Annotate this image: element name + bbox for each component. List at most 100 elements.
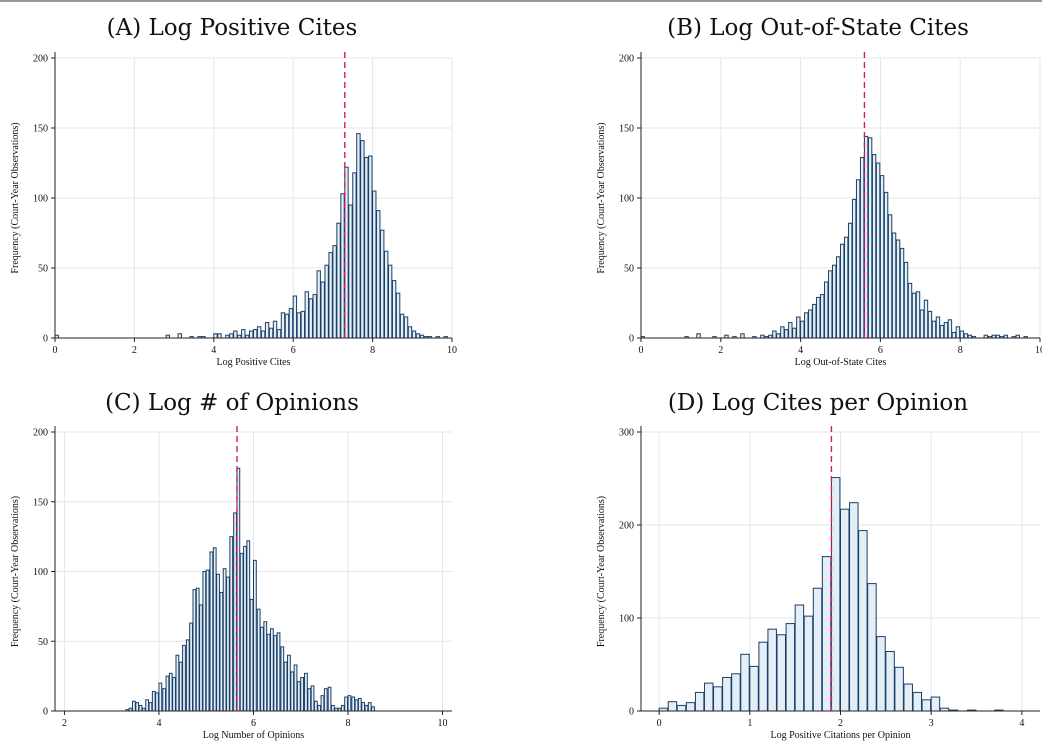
histogram-bar (307, 688, 312, 712)
y-tick-label: 150 (33, 497, 48, 508)
histogram-bar (270, 628, 274, 712)
histogram-bar (217, 333, 222, 339)
panel-title: (C) Log # of Opinions (105, 390, 359, 416)
histogram-bar (226, 576, 230, 712)
histogram-bar (260, 330, 266, 339)
histogram-bar (367, 702, 372, 712)
histogram-bar (239, 552, 244, 712)
histogram-bar (722, 677, 732, 712)
histogram-bar (824, 281, 829, 339)
histogram-bar (804, 312, 809, 339)
histogram-bar (330, 704, 335, 712)
histogram-bar (832, 264, 837, 339)
histogram-bar (836, 256, 841, 339)
histogram-bar (808, 309, 813, 339)
histogram-bar (371, 706, 375, 712)
histogram-bar (216, 573, 220, 712)
histogram-bar (304, 291, 309, 339)
histogram-bar (794, 604, 805, 712)
histogram-bar (927, 310, 933, 339)
histogram-bar (903, 683, 913, 712)
histogram-bar (332, 245, 337, 339)
x-tick-label: 0 (657, 718, 662, 729)
histogram-bar (767, 628, 777, 712)
x-tick-label: 10 (447, 345, 457, 356)
histogram-bar (178, 661, 183, 712)
panel-title: (B) Log Out-of-State Cites (667, 15, 969, 41)
histogram-bar (276, 329, 282, 339)
histogram-bar (172, 677, 176, 712)
y-axis-label: Frequency (Court-Year Observations) (596, 122, 607, 273)
histogram-bar (843, 236, 849, 339)
histogram-bar (703, 682, 714, 712)
histogram-bar (260, 626, 264, 712)
x-tick-label: 1 (747, 718, 752, 729)
histogram-bar (192, 589, 197, 712)
histogram-bar (168, 672, 173, 712)
histogram-bar (300, 310, 306, 339)
histogram-bar (280, 646, 285, 712)
x-tick-label: 0 (53, 345, 58, 356)
x-tick-label: 6 (251, 718, 256, 729)
histogram-bar (276, 632, 281, 712)
histogram-bar (352, 172, 357, 339)
histogram-bar (348, 204, 353, 339)
histogram-bar (847, 222, 853, 339)
histogram-bar (776, 634, 786, 712)
x-tick-label: 2 (132, 345, 137, 356)
histogram-bar (249, 598, 254, 712)
histogram-bar (858, 530, 868, 712)
histogram-bar (340, 193, 345, 339)
histogram-bar (323, 688, 328, 712)
histogram-bar (816, 296, 821, 339)
histogram-bar (821, 556, 832, 712)
histogram-bar (372, 190, 377, 339)
histogram-bar (907, 282, 913, 339)
histogram-bar (879, 175, 885, 339)
histogram-bar (903, 261, 909, 339)
histogram-bar (233, 330, 238, 339)
histogram-bar (803, 615, 814, 712)
histogram-bar (327, 686, 332, 712)
histogram-bar (780, 326, 785, 339)
histogram-bar (229, 536, 234, 712)
histogram-bar (919, 309, 925, 339)
histogram-bar (357, 697, 362, 712)
histogram-bar (894, 666, 904, 712)
histogram-bar (959, 330, 965, 339)
histogram-bar (740, 653, 750, 712)
x-tick-label: 2 (62, 718, 67, 729)
histogram-bar (177, 333, 182, 339)
histogram-bar (212, 547, 217, 712)
histogram-bar (758, 641, 768, 712)
histogram-bar (213, 333, 218, 339)
histogram-bar (403, 316, 409, 339)
histogram-bar (955, 326, 961, 339)
histogram-bar (963, 333, 969, 339)
histogram-bar (415, 333, 421, 339)
histogram-bar (772, 330, 777, 339)
histogram-bar (300, 677, 305, 712)
histogram-bar (290, 671, 295, 712)
histogram-bar (891, 232, 897, 339)
histogram-bar (308, 298, 313, 339)
histogram-bar (288, 308, 294, 339)
y-axis-label: Frequency (Court-Year Observations) (596, 496, 607, 647)
histogram-bar (249, 330, 254, 339)
y-tick-label: 50 (38, 264, 48, 275)
histogram-bar (676, 704, 687, 712)
histogram-bar (915, 291, 921, 339)
y-tick-label: 100 (619, 614, 634, 625)
histogram-bar (145, 699, 150, 712)
x-tick-label: 10 (438, 718, 448, 729)
histogram-bar (911, 292, 917, 339)
histogram-bar (899, 247, 905, 339)
x-tick-label: 8 (370, 345, 375, 356)
histogram-bar (923, 299, 929, 339)
histogram-bar (883, 191, 889, 339)
x-tick-label: 0 (639, 345, 644, 356)
histogram-bar (851, 198, 857, 339)
x-tick-label: 4 (1019, 718, 1024, 729)
panel-title: (A) Log Positive Cites (107, 15, 358, 41)
histogram-bar (148, 702, 153, 712)
